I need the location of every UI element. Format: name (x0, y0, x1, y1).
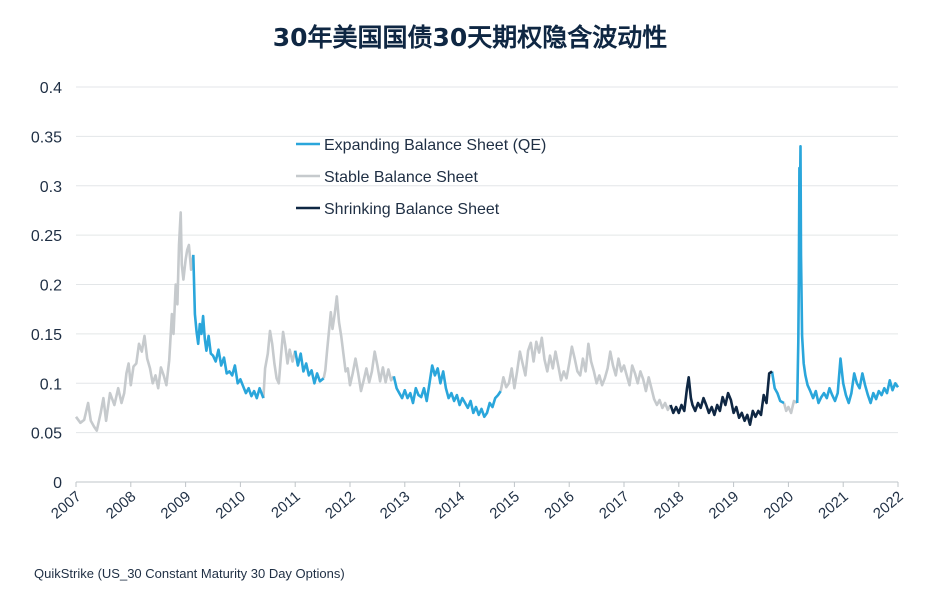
x-tick-label: 2018 (651, 488, 687, 522)
x-tick-label: 2015 (486, 488, 522, 522)
series-line (770, 371, 785, 405)
x-tick-label: 2022 (870, 488, 906, 522)
x-axis-tick-labels: 2007 2008 2009 2010 2011 2012 2013 2014 2015 2016… (48, 482, 907, 523)
series-line (669, 370, 773, 426)
series-line (74, 211, 195, 432)
x-tick-label: 2017 (596, 488, 632, 522)
series-line (392, 364, 502, 419)
source-note: QuikStrike (US_30 Constant Maturity 30 D… (34, 566, 345, 581)
x-tick-label: 2021 (815, 488, 851, 522)
series-line (262, 329, 297, 399)
y-tick-label: 0.05 (31, 426, 62, 443)
x-tick-label: 2016 (541, 488, 577, 522)
legend-label: Stable Balance Sheet (324, 169, 478, 186)
y-tick-label: 0.15 (31, 327, 62, 344)
y-tick-label: 0.2 (40, 278, 62, 295)
x-tick-label: 2013 (377, 488, 413, 522)
series-line (293, 350, 325, 385)
y-axis-tick-labels: 0 0.05 0.1 0.15 0.2 0.25 0.3 0.35 0.4 (31, 80, 62, 492)
series-line (322, 295, 395, 393)
x-tick-label: 2008 (103, 488, 139, 522)
legend-label: Shrinking Balance Sheet (324, 201, 500, 218)
series-line (795, 145, 900, 405)
x-tick-label: 2010 (212, 488, 248, 522)
x-tick-label: 2020 (760, 488, 796, 522)
chart-title: 30年美国国债30天期权隐含波动性 (272, 23, 668, 52)
series-line (499, 336, 672, 412)
gridlines (76, 86, 898, 483)
x-tick-label: 2011 (268, 488, 304, 522)
legend-label: Expanding Balance Sheet (QE) (324, 137, 546, 154)
series-lines (74, 145, 900, 432)
x-tick-label: 2014 (432, 488, 468, 522)
y-tick-label: 0.3 (40, 179, 62, 196)
x-tick-label: 2019 (706, 488, 742, 522)
y-tick-label: 0.4 (40, 80, 62, 97)
y-tick-label: 0.1 (40, 376, 62, 393)
y-tick-label: 0 (53, 475, 62, 492)
series-line (782, 399, 798, 415)
y-tick-label: 0.35 (31, 129, 62, 146)
x-tick-label: 2012 (322, 488, 358, 522)
series-line (192, 254, 265, 400)
x-tick-label: 2009 (158, 488, 194, 522)
y-tick-label: 0.25 (31, 228, 62, 245)
legend: Expanding Balance Sheet (QE) Stable Balan… (296, 137, 546, 218)
x-tick-label: 2007 (48, 488, 84, 522)
